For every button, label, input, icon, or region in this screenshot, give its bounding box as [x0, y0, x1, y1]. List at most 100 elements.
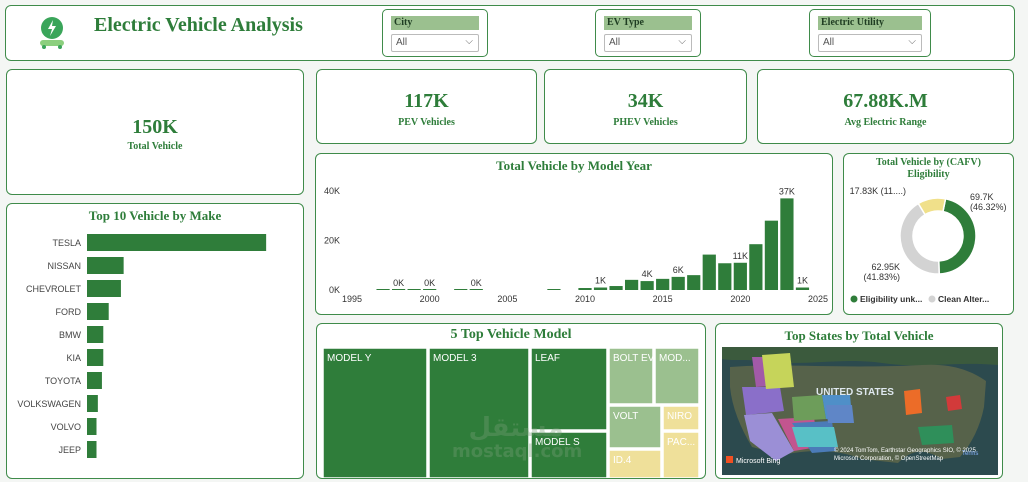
year-bar[interactable] [609, 286, 623, 290]
state-tx[interactable] [792, 427, 838, 447]
year-bar[interactable] [764, 220, 779, 290]
year-bar[interactable] [749, 244, 763, 290]
year-bar[interactable] [578, 288, 592, 290]
electric-utility-slicer[interactable]: Electric Utility All ⌵ [809, 9, 931, 57]
avg-range-label: Avg Electric Range [844, 117, 927, 128]
us-map[interactable]: UNITED STATES Microsoft Bing © 2024 TomT… [722, 347, 998, 475]
make-bar[interactable] [87, 303, 109, 320]
country-label: UNITED STATES [816, 387, 894, 398]
cafv-legend-item[interactable]: Clean Alter... [938, 294, 989, 304]
treemap-tile[interactable] [428, 348, 530, 478]
legend-marker [928, 295, 936, 303]
map-provider-logo: Microsoft Bing [736, 458, 780, 465]
state-id[interactable] [762, 353, 794, 389]
cafv-legend-item[interactable]: Eligibility unk... [860, 294, 922, 304]
year-bar[interactable] [547, 289, 561, 290]
top-model-title: 5 Top Vehicle Model [450, 327, 572, 342]
year-bar[interactable] [780, 198, 794, 290]
year-bar[interactable] [624, 279, 639, 290]
cafv-slice[interactable] [917, 197, 947, 216]
phev-label: PHEV Vehicles [613, 117, 678, 128]
phev-card: 34K PHEV Vehicles [544, 69, 747, 144]
year-bar[interactable] [671, 276, 685, 290]
year-bar[interactable] [454, 289, 468, 290]
state-or[interactable] [742, 387, 784, 415]
year-y-tick-label: 20K [324, 235, 340, 245]
city-dropdown[interactable]: All ⌵ [391, 34, 479, 52]
state-md[interactable] [946, 395, 962, 411]
make-bar[interactable] [87, 441, 97, 458]
electric-utility-dropdown[interactable]: All ⌵ [818, 34, 922, 52]
state-ca[interactable] [744, 413, 794, 461]
year-bar[interactable] [733, 262, 747, 290]
year-bar[interactable] [391, 289, 406, 290]
treemap-tile[interactable] [654, 348, 700, 405]
treemap-tile[interactable] [608, 405, 662, 449]
state-ga[interactable] [918, 425, 954, 445]
make-tick-label: FORD [56, 307, 82, 317]
year-x-tick-label: 2000 [420, 294, 440, 304]
cafv-slice[interactable] [899, 202, 940, 275]
treemap-tile-label: MODEL 3 [433, 353, 477, 364]
map-terms-link[interactable]: Terms [962, 451, 978, 457]
year-bar[interactable] [407, 289, 421, 290]
make-bar[interactable] [87, 372, 102, 389]
cafv-data-label: 17.83K (11....) [850, 186, 906, 196]
treemap-tile-label: MODEL S [535, 437, 580, 448]
year-bar[interactable] [718, 263, 732, 290]
make-bar[interactable] [87, 326, 104, 343]
ev-type-slicer[interactable]: EV Type All ⌵ [595, 9, 701, 57]
map-attribution: © 2024 TomTom, Earthstar Geographics SIO… [834, 448, 976, 462]
make-bar[interactable] [87, 349, 104, 366]
year-bar[interactable] [702, 254, 716, 290]
model-year-title: Total Vehicle by Model Year [496, 158, 652, 173]
year-y-tick-label: 40K [324, 186, 340, 196]
make-bar[interactable] [87, 418, 97, 435]
page-title: Electric Vehicle Analysis [94, 14, 303, 36]
make-bar[interactable] [87, 280, 121, 297]
year-bar[interactable] [376, 289, 390, 290]
header-panel: Electric Vehicle Analysis City All ⌵ EV T… [5, 5, 1015, 61]
make-tick-label: JEEP [58, 445, 81, 455]
cafv-title: Total Vehicle by (CAFV) Eligibility [876, 157, 981, 180]
year-data-label: 4K [642, 269, 653, 279]
treemap-tile[interactable] [530, 431, 608, 478]
top-make-chart: Top 10 Vehicle by Make TESLA NISSAN CHEVRO… [6, 203, 304, 479]
year-bar[interactable] [795, 287, 810, 290]
treemap-tile-label: ID.4 [613, 455, 632, 466]
treemap-tile[interactable] [662, 431, 700, 478]
year-bar[interactable] [423, 289, 437, 290]
treemap-tile[interactable] [530, 348, 608, 431]
year-data-label: 6K [673, 265, 684, 275]
cafv-plot: 69.7K (46.32%) 62.95K (41.83%) 17.83K (11...… [850, 186, 1007, 304]
treemap-tile[interactable] [608, 449, 662, 478]
year-bar[interactable] [687, 275, 701, 290]
treemap-tile[interactable] [608, 348, 654, 405]
year-x-tick-label: 2010 [575, 294, 595, 304]
top-make-title: Top 10 Vehicle by Make [88, 208, 222, 223]
chevron-down-icon: ⌵ [465, 36, 473, 47]
treemap-tile[interactable] [322, 348, 428, 478]
make-bar[interactable] [87, 234, 267, 251]
make-bar[interactable] [87, 257, 124, 274]
year-data-label: 37K [779, 186, 795, 196]
city-slicer[interactable]: City All ⌵ [382, 9, 488, 57]
cafv-data-label: 62.95K (41.83%) [863, 262, 900, 282]
year-bar[interactable] [656, 278, 670, 290]
make-tick-label: TESLA [52, 238, 81, 248]
make-tick-label: TOYOTA [45, 376, 81, 386]
treemap-tile-label: MOD... [659, 353, 691, 364]
cafv-chart: Total Vehicle by (CAFV) Eligibility 69.7… [843, 153, 1014, 315]
top-states-map[interactable]: Top States by Total Vehicle UNITED STATE… [715, 323, 1003, 479]
make-bar[interactable] [87, 395, 98, 412]
state-co[interactable] [792, 395, 826, 421]
year-bar[interactable] [593, 287, 608, 290]
year-bar[interactable] [640, 281, 654, 290]
treemap-tile[interactable] [662, 405, 700, 431]
state-ks[interactable] [826, 405, 854, 423]
model-year-chart: Total Vehicle by Model Year 0K 20K 40K 1995… [315, 153, 833, 315]
year-bar[interactable] [469, 289, 483, 290]
ev-type-dropdown[interactable]: All ⌵ [604, 34, 692, 52]
pev-card: 117K PEV Vehicles [316, 69, 537, 144]
state-oh[interactable] [904, 389, 922, 415]
